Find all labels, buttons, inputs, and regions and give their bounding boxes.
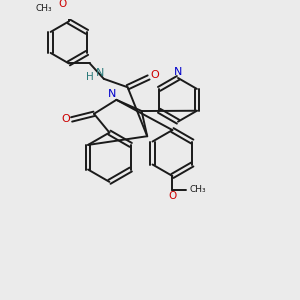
Text: O: O xyxy=(150,70,159,80)
Text: O: O xyxy=(58,0,67,9)
Text: O: O xyxy=(61,114,70,124)
Text: N: N xyxy=(108,89,116,99)
Text: N: N xyxy=(95,68,104,78)
Text: CH₃: CH₃ xyxy=(35,4,52,13)
Text: N: N xyxy=(174,67,182,77)
Text: CH₃: CH₃ xyxy=(189,185,206,194)
Text: O: O xyxy=(168,191,176,201)
Text: H: H xyxy=(86,72,94,82)
